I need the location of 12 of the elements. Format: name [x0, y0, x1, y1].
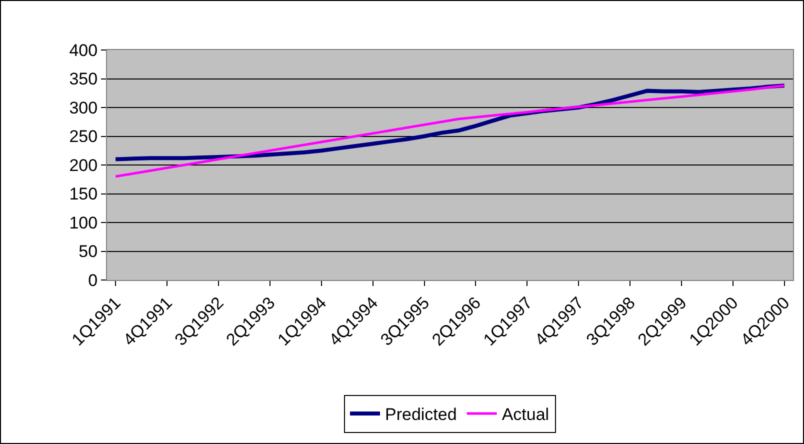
y-tick-label: 350: [69, 70, 98, 89]
y-tick-label: 0: [88, 270, 98, 290]
y-tick-label: 200: [69, 156, 98, 175]
y-tick-label: 100: [69, 213, 98, 232]
y-tick-label: 400: [69, 40, 98, 60]
legend-label: Actual: [502, 405, 550, 424]
y-tick-label: 300: [69, 98, 98, 118]
y-tick-label: 150: [69, 184, 98, 204]
y-tick-label: 250: [69, 127, 98, 146]
line-series: [114, 84, 786, 178]
y-tick-label: 50: [78, 242, 98, 262]
legend-label: Predicted: [385, 405, 457, 424]
